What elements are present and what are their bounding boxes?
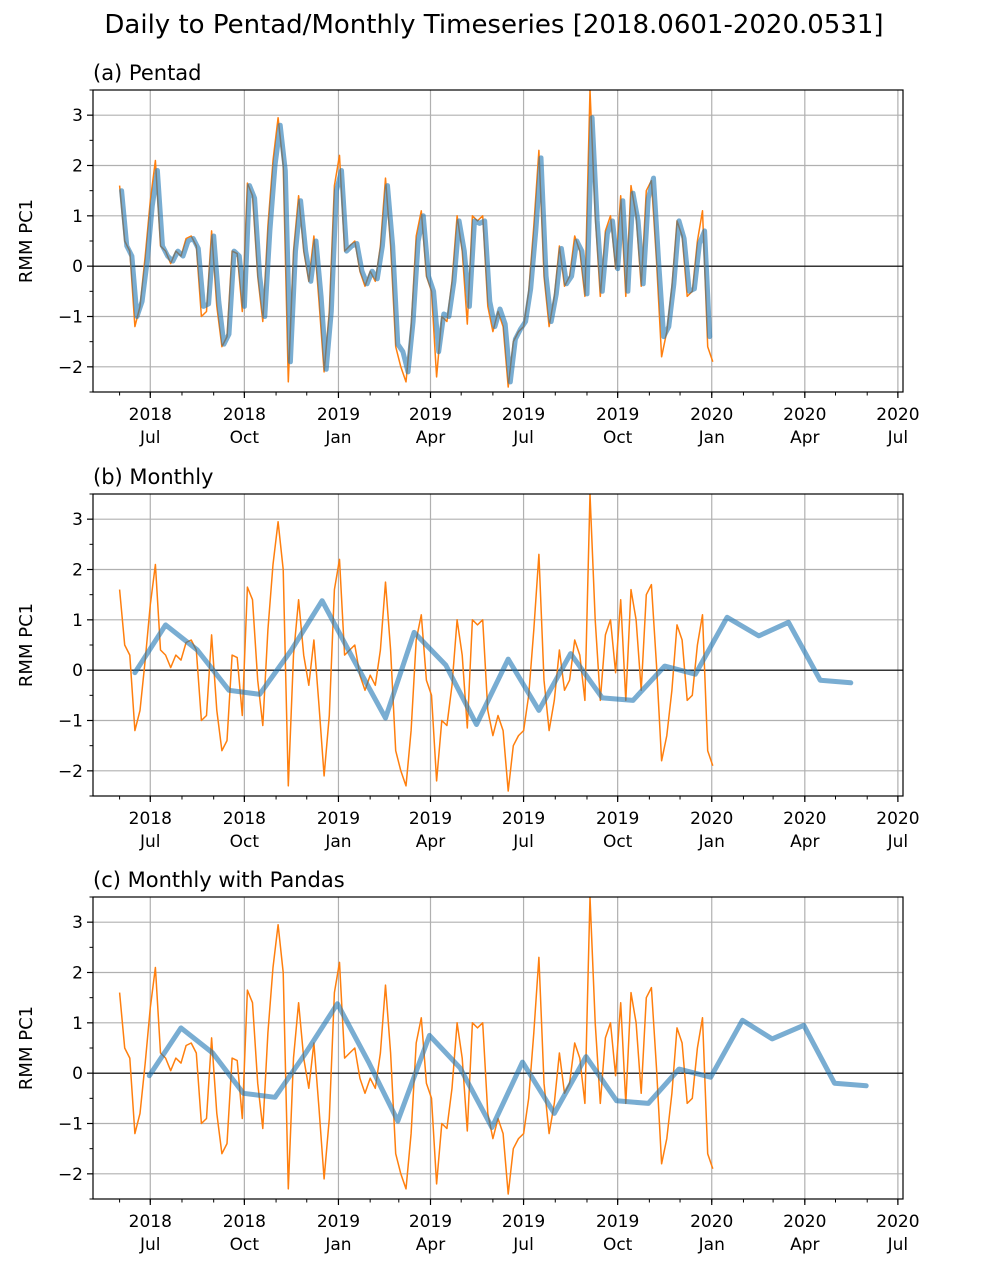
y-tick-label: −2 bbox=[58, 762, 83, 782]
panel-title: (c) Monthly with Pandas bbox=[93, 868, 345, 892]
y-axis-label: RMM PC1 bbox=[16, 603, 37, 687]
x-tick-label-year: 2020 bbox=[690, 1212, 733, 1232]
x-tick-label-month: Jan bbox=[698, 832, 725, 852]
aggregate-series-line bbox=[132, 598, 854, 727]
x-tick-label-year: 2018 bbox=[223, 1212, 266, 1232]
x-tick-label-year: 2019 bbox=[317, 1212, 360, 1232]
x-tick-label-month: Jul bbox=[139, 832, 161, 852]
panel-title: (b) Monthly bbox=[93, 465, 213, 489]
y-tick-label: 1 bbox=[72, 611, 83, 631]
panel-3: −2 −1 0 1 2 3 2018 Jul 2018 Oct 2019 Jan 2019 Apr 2019… bbox=[16, 868, 920, 1255]
x-tick-label-year: 2020 bbox=[690, 809, 733, 829]
x-tick-label-year: 2019 bbox=[409, 1212, 452, 1232]
x-tick-label-year: 2019 bbox=[409, 809, 452, 829]
x-tick-label-month: Jul bbox=[887, 428, 909, 448]
x-tick-label-year: 2018 bbox=[129, 405, 172, 425]
x-tick-label-month: Jul bbox=[139, 428, 161, 448]
daily-series-line bbox=[118, 897, 714, 1195]
daily-series-line bbox=[118, 494, 714, 792]
y-tick-label: 2 bbox=[72, 964, 83, 984]
x-tick-label-year: 2019 bbox=[596, 405, 639, 425]
x-tick-label-month: Jul bbox=[887, 832, 909, 852]
x-tick-label-year: 2019 bbox=[317, 809, 360, 829]
x-tick-label-year: 2020 bbox=[876, 405, 919, 425]
x-tick-label-year: 2019 bbox=[502, 1212, 545, 1232]
panel-2: −2 −1 0 1 2 3 2018 Jul 2018 Oct 2019 Jan 2019 Apr 2019… bbox=[16, 465, 920, 852]
x-tick-label-year: 2019 bbox=[502, 405, 545, 425]
x-tick-label-year: 2020 bbox=[783, 809, 826, 829]
panel-title: (a) Pentad bbox=[93, 61, 202, 85]
y-tick-label: −1 bbox=[58, 712, 83, 732]
y-tick-label: 3 bbox=[72, 106, 83, 126]
x-tick-label-month: Apr bbox=[416, 832, 445, 852]
x-tick-label-month: Apr bbox=[416, 428, 445, 448]
y-tick-label: −2 bbox=[58, 1165, 83, 1185]
x-tick-label-month: Jan bbox=[324, 428, 351, 448]
y-axis-label: RMM PC1 bbox=[16, 199, 37, 283]
y-tick-label: 2 bbox=[72, 157, 83, 177]
x-tick-label-month: Oct bbox=[603, 428, 633, 448]
x-tick-label-month: Oct bbox=[603, 1235, 633, 1255]
x-tick-label-month: Jan bbox=[324, 1235, 351, 1255]
x-tick-label-month: Apr bbox=[790, 1235, 819, 1255]
x-tick-label-month: Jul bbox=[512, 428, 534, 448]
x-tick-label-month: Jan bbox=[698, 1235, 725, 1255]
x-tick-label-year: 2018 bbox=[223, 809, 266, 829]
y-tick-label: 1 bbox=[72, 1014, 83, 1034]
x-tick-label-year: 2020 bbox=[783, 405, 826, 425]
x-tick-label-year: 2020 bbox=[783, 1212, 826, 1232]
x-tick-label-month: Oct bbox=[230, 1235, 260, 1255]
x-tick-label-month: Jul bbox=[139, 1235, 161, 1255]
x-tick-label-year: 2018 bbox=[129, 809, 172, 829]
x-tick-label-year: 2018 bbox=[129, 1212, 172, 1232]
axes-frame bbox=[92, 896, 904, 1200]
x-tick-label-year: 2020 bbox=[690, 405, 733, 425]
y-tick-label: −1 bbox=[58, 1115, 83, 1135]
x-tick-label-month: Apr bbox=[790, 428, 819, 448]
x-tick-label-month: Jan bbox=[324, 832, 351, 852]
y-tick-label: 3 bbox=[72, 913, 83, 933]
axes-frame bbox=[92, 493, 904, 797]
x-tick-label-month: Apr bbox=[790, 832, 819, 852]
aggregate-series-line bbox=[119, 115, 713, 385]
y-axis-label: RMM PC1 bbox=[16, 1006, 37, 1090]
x-tick-label-year: 2019 bbox=[409, 405, 452, 425]
x-tick-label-month: Jan bbox=[698, 428, 725, 448]
y-tick-label: 1 bbox=[72, 207, 83, 227]
y-tick-label: −1 bbox=[58, 308, 83, 328]
figure-title: Daily to Pentad/Monthly Timeseries [2018… bbox=[104, 10, 884, 40]
x-tick-label-year: 2019 bbox=[317, 405, 360, 425]
x-tick-label-month: Oct bbox=[230, 832, 260, 852]
y-tick-label: 0 bbox=[72, 257, 83, 277]
y-tick-label: 0 bbox=[72, 661, 83, 681]
x-tick-label-month: Jul bbox=[887, 1235, 909, 1255]
y-tick-label: 3 bbox=[72, 510, 83, 530]
x-tick-label-month: Oct bbox=[603, 832, 633, 852]
x-tick-label-year: 2020 bbox=[876, 1212, 919, 1232]
x-tick-label-year: 2018 bbox=[223, 405, 266, 425]
x-tick-label-month: Jul bbox=[512, 1235, 534, 1255]
aggregate-series-line bbox=[146, 1001, 869, 1130]
x-tick-label-year: 2019 bbox=[596, 1212, 639, 1232]
y-tick-label: 0 bbox=[72, 1064, 83, 1084]
panel-1: −2 −1 0 1 2 3 2018 Jul 2018 Oct 2019 Jan 2019 Apr 2019… bbox=[16, 61, 920, 448]
y-tick-label: −2 bbox=[58, 358, 83, 378]
x-tick-label-month: Apr bbox=[416, 1235, 445, 1255]
x-tick-label-year: 2020 bbox=[876, 809, 919, 829]
x-tick-label-year: 2019 bbox=[596, 809, 639, 829]
x-tick-label-month: Oct bbox=[230, 428, 260, 448]
y-tick-label: 2 bbox=[72, 561, 83, 581]
x-tick-label-year: 2019 bbox=[502, 809, 545, 829]
x-tick-label-month: Jul bbox=[512, 832, 534, 852]
